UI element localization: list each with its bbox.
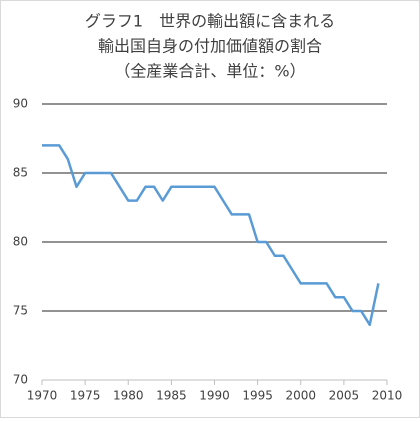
y-tick-label: 85	[13, 166, 28, 180]
y-tick-label: 75	[13, 304, 28, 318]
title-line: グラフ1 世界の輸出額に含まれる	[85, 12, 335, 31]
x-tick-label: 1970	[27, 389, 58, 403]
x-tick-label: 1995	[242, 389, 273, 403]
x-tick-label: 2005	[329, 389, 360, 403]
y-tick-label: 90	[13, 97, 28, 111]
x-tick-label: 1985	[156, 389, 187, 403]
x-tick-label: 2000	[285, 389, 316, 403]
x-tick-label: 2010	[372, 389, 403, 403]
x-tick-label: 1990	[199, 389, 230, 403]
y-tick-label: 80	[13, 235, 28, 249]
x-tick-label: 1980	[113, 389, 144, 403]
data-line	[42, 144, 380, 327]
x-tick-label: 1975	[70, 389, 101, 403]
title-line: （全産業合計、単位：%）	[114, 62, 305, 81]
title-line: 輸出国自身の付加価値額の割合	[98, 37, 322, 56]
y-tick-label: 70	[13, 373, 28, 387]
